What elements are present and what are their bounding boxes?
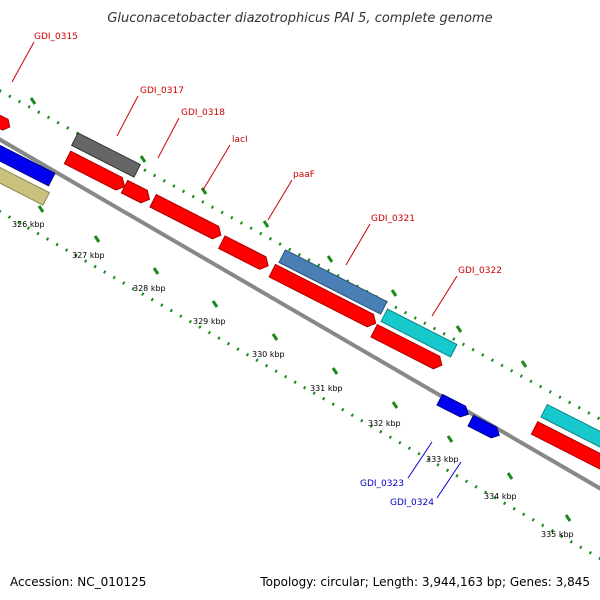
gene-arrow-blue[interactable]	[467, 414, 502, 440]
map-plot: GDI_0315 GDI_0317 GDI_0318 lacI paaF GDI…	[0, 32, 600, 561]
inner-ticks	[37, 205, 572, 522]
gene-block-cyan[interactable]	[380, 308, 458, 358]
ruler-tick-label: 331 kbp	[310, 384, 343, 393]
gene-arrow[interactable]	[0, 106, 13, 133]
inner-dotted-guide	[0, 209, 600, 561]
gene-label[interactable]: GDI_0315	[34, 32, 78, 42]
outer-ticks	[29, 97, 528, 368]
ruler-tick-label: 329 kbp	[193, 317, 226, 326]
gene-label[interactable]: GDI_0321	[371, 214, 415, 224]
ruler-tick-label: 333 kbp	[426, 455, 459, 464]
gene-label[interactable]: lacI	[232, 135, 248, 145]
gene-block-gray[interactable]	[70, 132, 142, 178]
genome-backbone	[0, 137, 600, 491]
ruler-tick-label: 326 kbp	[12, 220, 45, 229]
gene-label[interactable]: GDI_0324	[390, 498, 434, 508]
gene-arrow[interactable]	[530, 421, 600, 474]
gene-arrow[interactable]	[149, 193, 224, 242]
ruler-tick-label: 332 kbp	[368, 419, 401, 428]
gene-label[interactable]: paaF	[293, 170, 315, 180]
inner-gene-labels: GDI_0323 GDI_0324	[360, 479, 434, 508]
gene-features	[0, 106, 600, 474]
gene-arrow-blue[interactable]	[436, 393, 471, 419]
ruler-tick-label: 335 kbp	[541, 530, 574, 539]
gene-label[interactable]: GDI_0317	[140, 86, 184, 96]
ruler-tick-label: 334 kbp	[484, 492, 517, 501]
accession-text: Accession: NC_010125	[10, 575, 146, 589]
gene-block-khaki[interactable]	[0, 157, 51, 206]
outer-gene-labels: GDI_0315 GDI_0317 GDI_0318 lacI paaF GDI…	[34, 32, 502, 276]
gene-label[interactable]: GDI_0322	[458, 266, 502, 276]
ruler-tick-label: 330 kbp	[252, 350, 285, 359]
gene-label[interactable]: GDI_0318	[181, 108, 225, 118]
outer-leaders	[11, 41, 458, 317]
gene-arrow[interactable]	[120, 179, 152, 205]
ruler-tick-label: 327 kbp	[72, 251, 105, 260]
ruler-labels: 326 kbp 327 kbp 328 kbp 329 kbp 330 kbp …	[12, 220, 574, 539]
gene-arrow[interactable]	[63, 150, 127, 193]
gene-block-steelblue[interactable]	[278, 249, 388, 315]
gene-arrow[interactable]	[217, 235, 272, 272]
gene-block-cyan[interactable]	[540, 403, 600, 454]
gene-block-blue[interactable]	[0, 140, 56, 187]
gene-arrow[interactable]	[370, 323, 445, 372]
genome-summary-text: Topology: circular; Length: 3,944,163 bp…	[259, 575, 590, 589]
gene-arrow[interactable]	[268, 263, 379, 329]
inner-leaders	[407, 441, 462, 499]
map-title: Gluconacetobacter diazotrophicus PAI 5, …	[107, 11, 492, 26]
ruler-tick-label: 328 kbp	[133, 284, 166, 293]
gene-label[interactable]: GDI_0323	[360, 479, 404, 489]
